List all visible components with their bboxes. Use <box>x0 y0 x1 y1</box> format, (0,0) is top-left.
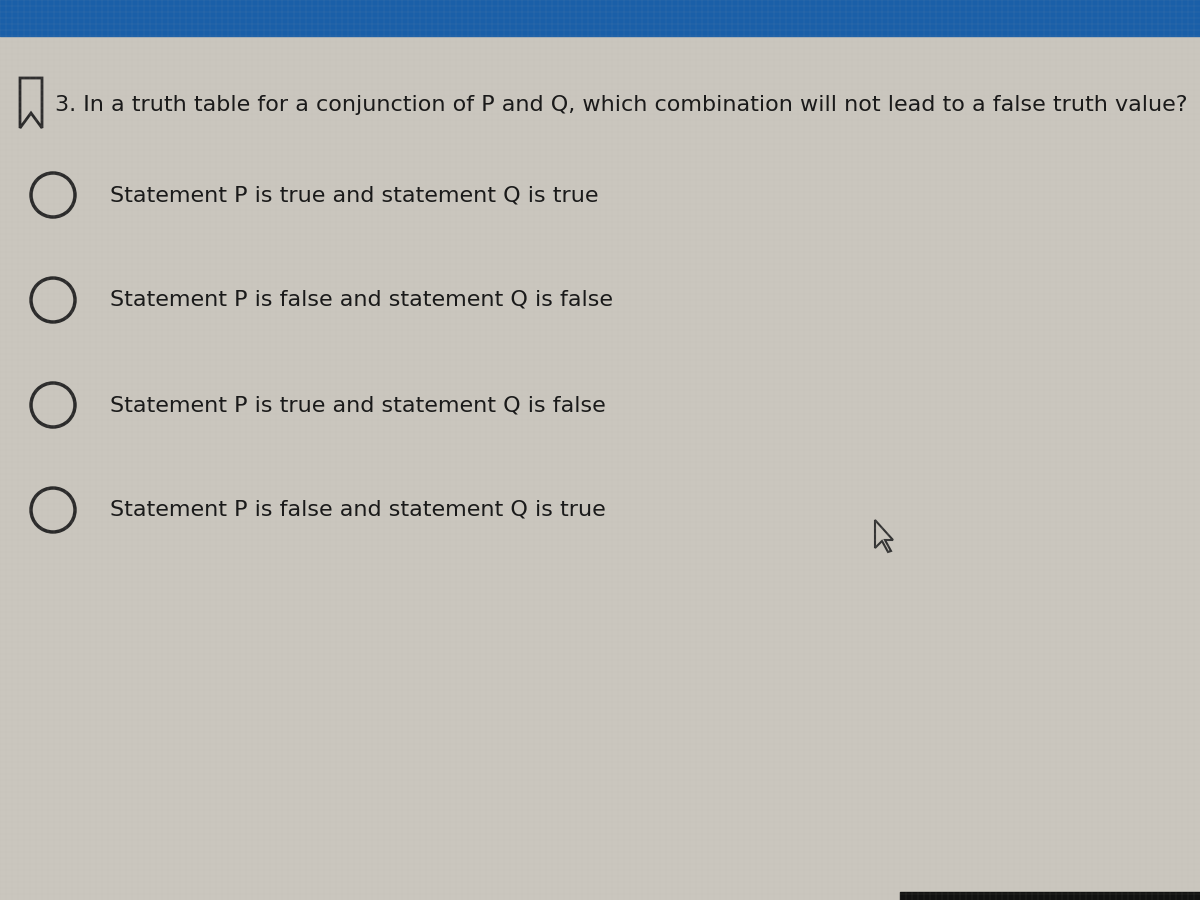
Text: Statement P is false and statement Q is true: Statement P is false and statement Q is … <box>110 500 606 520</box>
Text: 3. In a truth table for a conjunction of P and Q, which combination will not lea: 3. In a truth table for a conjunction of… <box>55 95 1188 115</box>
Text: Statement P is true and statement Q is true: Statement P is true and statement Q is t… <box>110 185 599 205</box>
Text: Statement P is true and statement Q is false: Statement P is true and statement Q is f… <box>110 395 606 415</box>
Text: Statement P is false and statement Q is false: Statement P is false and statement Q is … <box>110 290 613 310</box>
